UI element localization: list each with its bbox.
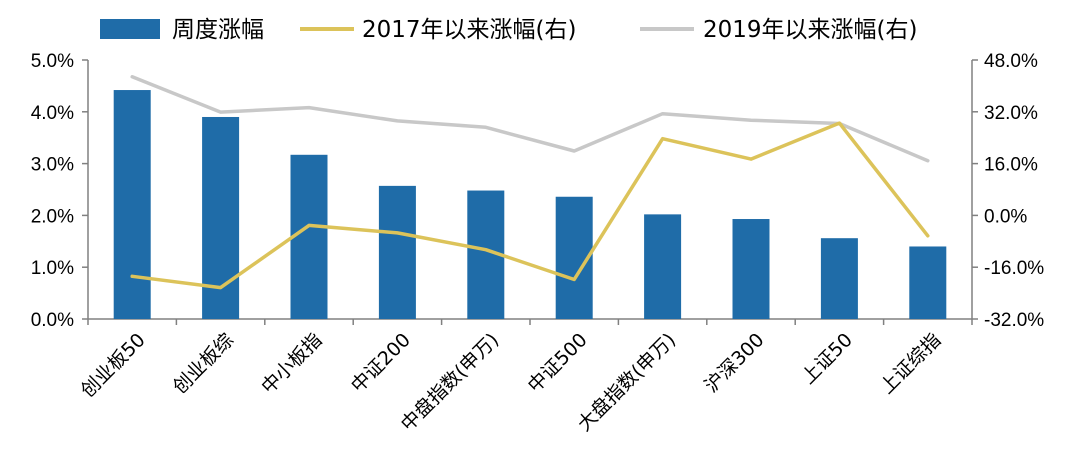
- x-category-label: 上证50: [797, 329, 857, 389]
- x-category-label: 沪深300: [700, 329, 768, 397]
- y-right-tick-label: 16.0%: [984, 155, 1038, 176]
- legend-label: 周度涨幅: [172, 17, 264, 43]
- bar: [909, 246, 947, 319]
- y-left-tick-label: 3.0%: [31, 155, 74, 176]
- y-left-tick-label: 2.0%: [31, 206, 74, 227]
- y-left-tick-label: 5.0%: [31, 51, 74, 72]
- legend-label: 2017年以来涨幅(右): [362, 17, 576, 43]
- bar: [290, 154, 328, 319]
- series-line: [130, 75, 930, 163]
- bar: [644, 214, 682, 319]
- x-category-label: 中证200: [347, 329, 415, 397]
- legend-label: 2019年以来涨幅(右): [703, 17, 917, 43]
- y-right-tick-label: -16.0%: [984, 258, 1044, 279]
- y-right-tick-label: 48.0%: [984, 51, 1038, 72]
- bar: [820, 238, 858, 319]
- x-category-label: 上证综指: [876, 329, 945, 398]
- y-right-tick-label: 0.0%: [984, 206, 1027, 227]
- y-left-tick-label: 1.0%: [31, 258, 74, 279]
- y-left-tick-label: 4.0%: [31, 103, 74, 124]
- x-category-label: 中小板指: [257, 329, 326, 398]
- x-category-label: 创业板综: [169, 329, 238, 398]
- bar: [378, 185, 416, 319]
- y-right-tick-label: -32.0%: [984, 310, 1044, 331]
- series-line: [130, 121, 930, 290]
- x-category-label: 创业板50: [77, 329, 150, 402]
- bar: [113, 90, 151, 319]
- legend-swatch-bar: [100, 19, 160, 39]
- x-category-label: 中证500: [524, 329, 592, 397]
- y-right-tick-label: 32.0%: [984, 103, 1038, 124]
- bar: [732, 219, 770, 319]
- y-left-tick-label: 0.0%: [31, 310, 74, 331]
